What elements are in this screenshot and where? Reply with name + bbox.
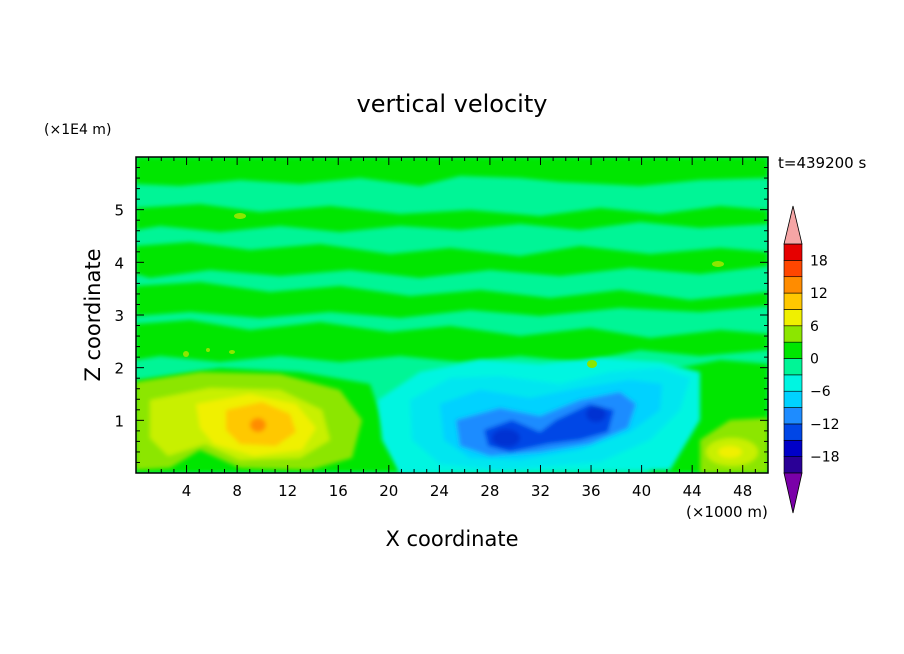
y-tick-label: 5 (114, 202, 124, 220)
x-tick-label: 40 (632, 482, 651, 500)
y-unit-label: (×1E4 m) (44, 122, 111, 138)
colorbar-max-arrow (783, 205, 803, 245)
x-tick-label: 16 (329, 482, 348, 500)
colorbar-tick-label: 0 (810, 352, 819, 368)
chart-title: vertical velocity (357, 90, 548, 118)
colorbar-box (783, 276, 803, 294)
x-axis: 4 8 12 16 20 24 28 32 36 40 44 48 (148, 157, 756, 500)
colorbar-tick-label: −18 (810, 450, 840, 466)
positive-streaks (136, 157, 768, 362)
x-tick-label: 20 (379, 482, 398, 500)
colorbar-tick-label: −6 (810, 384, 831, 400)
colorbar-box (783, 456, 803, 474)
colorbar-tick-label: 6 (810, 319, 819, 335)
colorbar-box (783, 390, 803, 408)
x-tick-label: 4 (182, 482, 192, 500)
x-tick-label: 36 (581, 482, 600, 500)
x-tick-label: 24 (430, 482, 449, 500)
time-label: t=439200 s (778, 154, 866, 172)
y-tick-label: 4 (114, 254, 124, 272)
x-unit-label: (×1000 m) (686, 503, 768, 521)
colorbar-box (783, 407, 803, 425)
colorbar-box (783, 325, 803, 343)
y-tick-label: 2 (114, 360, 124, 378)
downdraft (378, 358, 700, 473)
colorbar-tick-label: −12 (810, 417, 840, 433)
y-tick-label: 3 (114, 307, 124, 325)
colorbar-box (783, 374, 803, 392)
colorbar-box (783, 260, 803, 278)
x-tick-label: 12 (278, 482, 297, 500)
colorbar-tick-label: 12 (810, 286, 828, 302)
updraft-east (700, 418, 768, 473)
contour-field (136, 157, 768, 473)
colorbar-box (783, 292, 803, 310)
x-tick-label: 32 (531, 482, 550, 500)
x-tick-label: 44 (683, 482, 702, 500)
x-tick-label: 48 (733, 482, 752, 500)
y-tick-label: 1 (114, 412, 124, 430)
colorbar-box (783, 423, 803, 441)
x-tick-label: 8 (232, 482, 242, 500)
updraft-west (136, 372, 362, 470)
colorbar-box (783, 309, 803, 327)
colorbar-tick-label: 18 (810, 253, 828, 269)
x-tick-label: 28 (480, 482, 499, 500)
colorbar-min-arrow (783, 472, 803, 514)
colorbar: 18 12 6 0 −6 −12 −18 (783, 205, 840, 514)
y-axis: 1 2 3 4 5 (114, 167, 768, 463)
speckles (183, 213, 724, 368)
x-axis-label: X coordinate (385, 527, 518, 551)
colorbar-box (783, 439, 803, 457)
colorbar-box (783, 243, 803, 261)
colorbar-box (783, 358, 803, 376)
y-axis-label: Z coordinate (81, 248, 105, 381)
colorbar-box (783, 341, 803, 359)
